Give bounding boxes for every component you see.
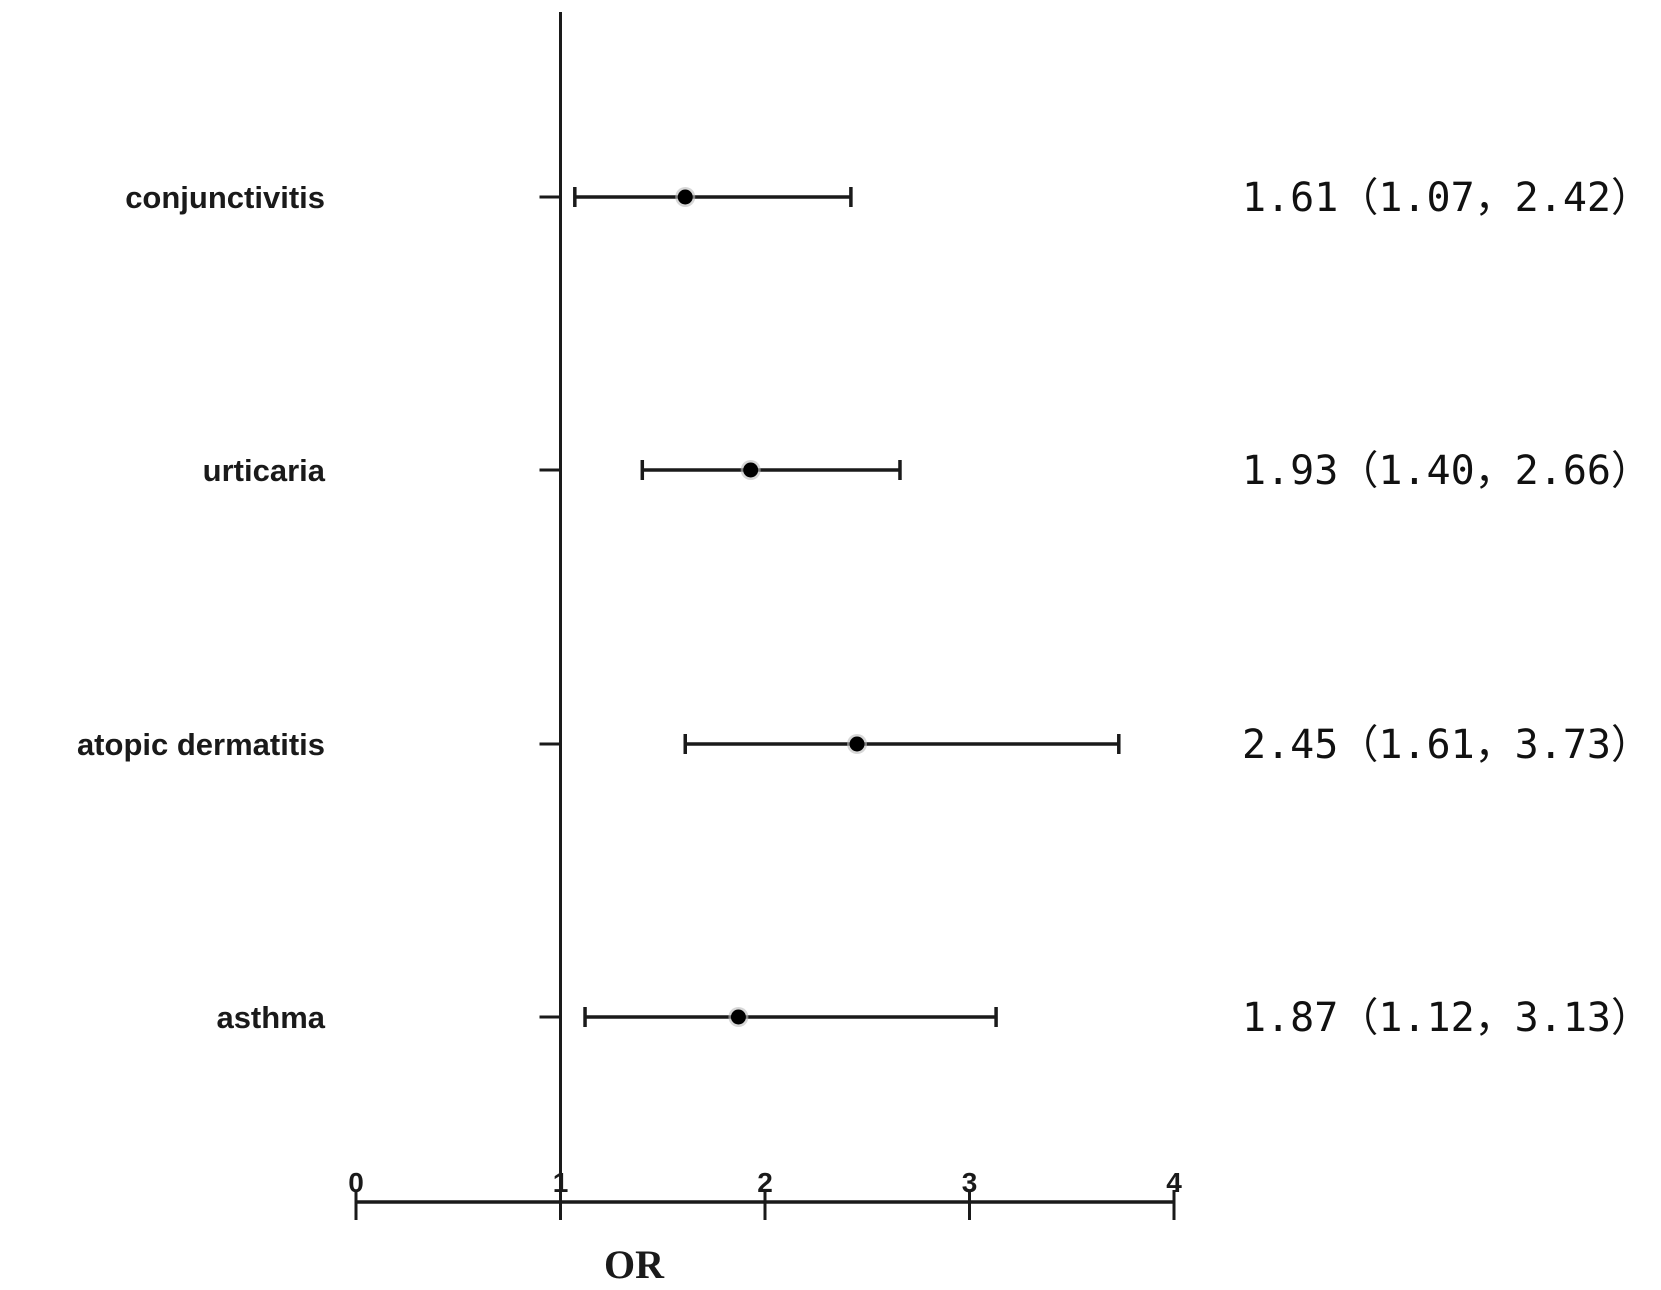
x-tick-label: 2 — [757, 1167, 773, 1198]
category-label: conjunctivitis — [125, 180, 325, 215]
or-ci-text: 1.93（1.40，2.66） — [1242, 448, 1651, 494]
x-tick-label: 3 — [962, 1167, 978, 1198]
forest-row: urticaria 1.93（1.40，2.66） — [203, 448, 1651, 494]
or-ci-text: 2.45（1.61，3.73） — [1242, 722, 1651, 768]
rows-layer: conjunctivitis 1.61（1.07，2.42） urticaria 1.… — [77, 175, 1651, 1041]
x-tick-label: 0 — [348, 1167, 364, 1198]
x-axis-title: OR — [604, 1242, 665, 1287]
forest-row: conjunctivitis 1.61（1.07，2.42） — [125, 175, 1651, 221]
forest-row: asthma 1.87（1.12，3.13） — [216, 995, 1651, 1041]
x-tick-label: 1 — [553, 1167, 569, 1198]
category-label: atopic dermatitis — [77, 727, 325, 762]
point-estimate — [849, 736, 865, 752]
axis-layer: 0 1 2 3 4 — [348, 12, 1182, 1220]
x-tick-label: 4 — [1166, 1167, 1182, 1198]
forest-row: atopic dermatitis 2.45（1.61，3.73） — [77, 722, 1651, 768]
point-estimate — [743, 462, 759, 478]
or-ci-text: 1.61（1.07，2.42） — [1242, 175, 1651, 221]
category-label: urticaria — [203, 453, 326, 488]
category-label: asthma — [216, 1000, 325, 1035]
or-ci-text: 1.87（1.12，3.13） — [1242, 995, 1651, 1041]
point-estimate — [730, 1009, 746, 1025]
point-estimate — [677, 189, 693, 205]
